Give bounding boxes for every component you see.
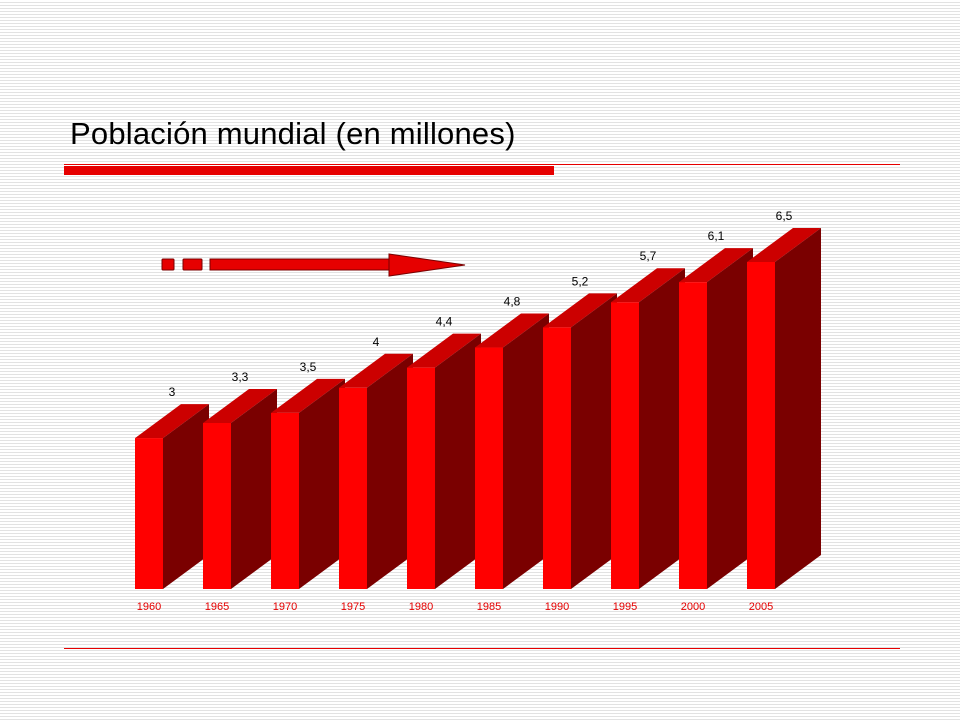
bar-1960 [135, 404, 209, 589]
bar-2005 [747, 228, 821, 589]
value-label: 6,1 [708, 229, 725, 243]
bar-front-face [135, 438, 163, 589]
tick-label: 2005 [749, 601, 773, 613]
chart-value-labels: 3 3,3 3,5 4 4,4 4,8 5,2 5,7 6,1 6,5 [169, 209, 793, 399]
bar-1990 [543, 293, 617, 589]
bar-front-face [747, 262, 775, 589]
chart-bars [135, 228, 821, 589]
tick-label: 1970 [273, 601, 297, 613]
bar-front-face [203, 422, 231, 589]
bar-side-face [231, 388, 277, 589]
bar-1985 [475, 313, 549, 589]
bar-2000 [679, 248, 753, 589]
tick-label: 1995 [613, 601, 637, 613]
bottom-divider [64, 648, 900, 649]
bar-top-face [135, 404, 209, 439]
bar-side-face [707, 248, 753, 589]
bar-front-face [271, 412, 299, 589]
bar-top-face [203, 388, 277, 423]
chart-x-ticks: 1960 1965 1970 1975 1980 1985 1990 1995 2000 2005 [137, 601, 773, 613]
bar-side-face [775, 228, 821, 589]
bar-front-face [475, 347, 503, 589]
tick-label: 1990 [545, 601, 569, 613]
bar-1980 [407, 333, 481, 589]
bar-top-face [611, 268, 685, 303]
value-label: 3 [169, 385, 176, 399]
bar-front-face [679, 282, 707, 589]
title-underline-thin [64, 164, 900, 165]
bar-side-face [503, 313, 549, 589]
bar-top-face [271, 378, 345, 413]
value-label: 3,5 [300, 360, 317, 374]
tick-label: 1985 [477, 601, 501, 613]
bar-top-face [339, 353, 413, 388]
bar-1970 [271, 378, 345, 589]
bar-1995 [611, 268, 685, 589]
value-label: 5,2 [572, 274, 589, 288]
value-label: 4 [373, 335, 380, 349]
bar-top-face [747, 228, 821, 262]
value-label: 6,5 [776, 209, 793, 223]
slide-title: Población mundial (en millones) [70, 116, 516, 151]
bar-side-face [435, 333, 481, 589]
bar-side-face [163, 404, 209, 589]
tick-label: 1980 [409, 601, 433, 613]
bar-side-face [639, 268, 685, 589]
value-label: 3,3 [232, 370, 249, 384]
bar-front-face [543, 327, 571, 589]
tick-label: 2000 [681, 601, 705, 613]
bar-1965 [203, 388, 277, 589]
bar-top-face [407, 333, 481, 368]
bar-front-face [611, 302, 639, 589]
tick-label: 1975 [341, 601, 365, 613]
value-label: 4,4 [436, 315, 453, 329]
tick-label: 1960 [137, 601, 161, 613]
bar-side-face [299, 378, 345, 589]
bar-top-face [475, 313, 549, 348]
bar-front-face [407, 367, 435, 589]
bar-top-face [679, 248, 753, 283]
right-arrow-icon [161, 253, 466, 277]
tick-label: 1965 [205, 601, 229, 613]
bar-side-face [571, 293, 617, 589]
value-label: 5,7 [640, 249, 657, 263]
bar-1975 [339, 353, 413, 589]
title-underline-thick [64, 166, 554, 175]
bar-top-face [543, 293, 617, 328]
bar-front-face [339, 387, 367, 589]
value-label: 4,8 [504, 295, 521, 309]
bar-side-face [367, 353, 413, 589]
